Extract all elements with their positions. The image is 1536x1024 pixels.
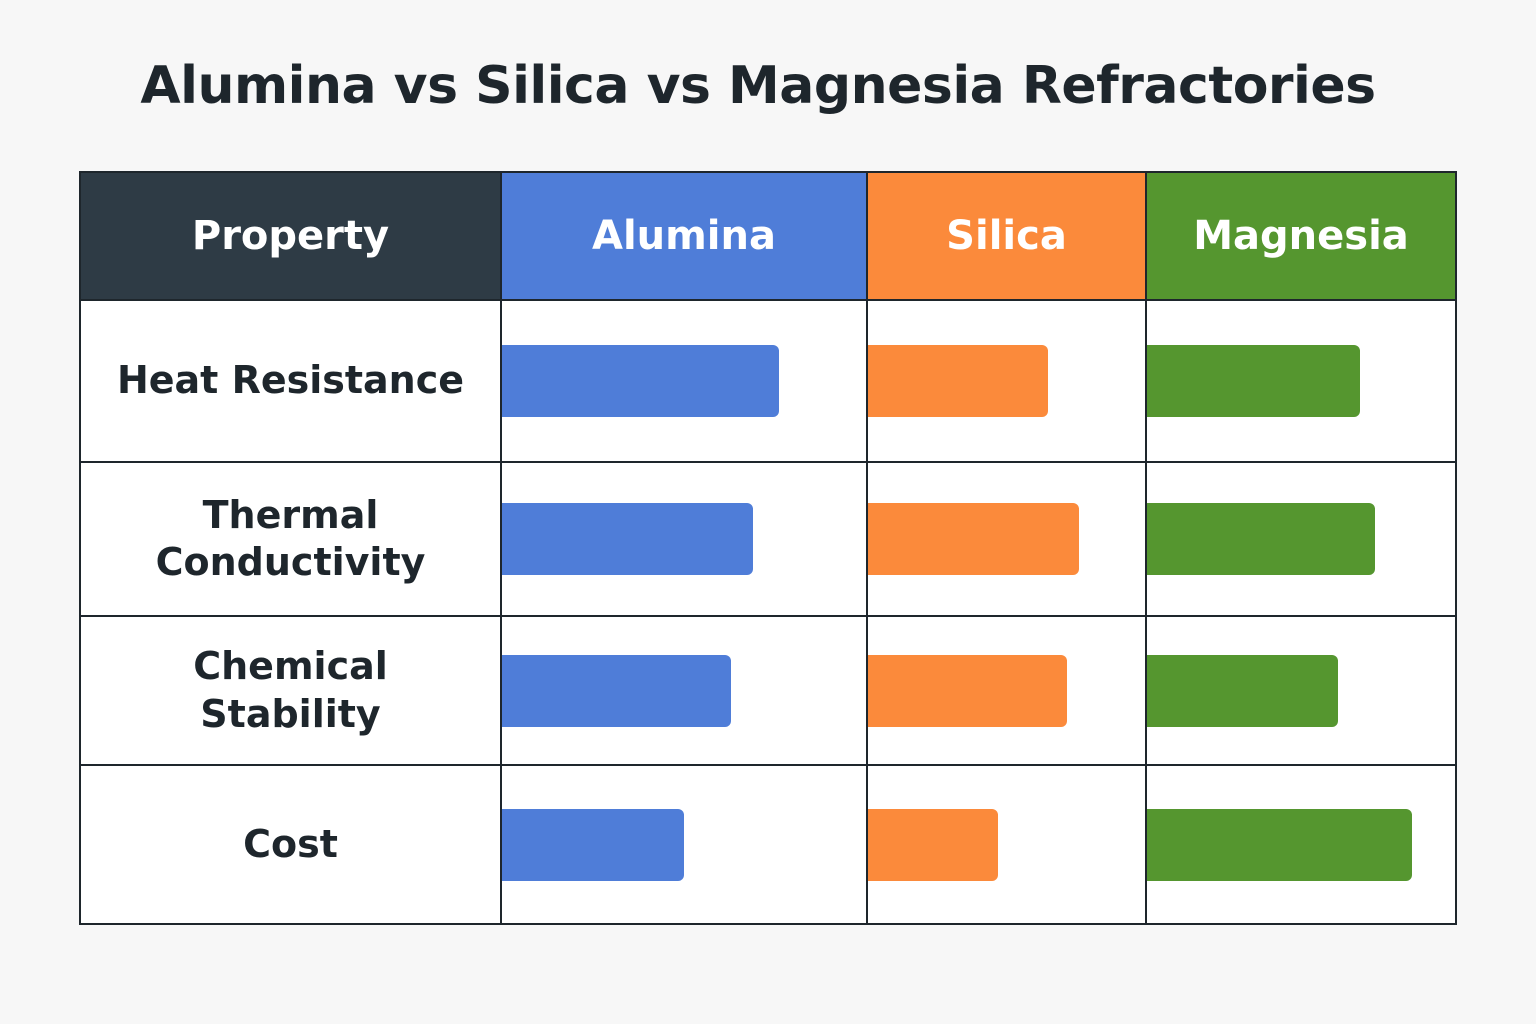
row-label: Thermal Conductivity <box>81 463 502 617</box>
bar-silica <box>868 809 998 881</box>
bar-magnesia <box>1147 503 1375 575</box>
value-cell-alumina <box>502 463 868 617</box>
value-cell-magnesia <box>1147 766 1455 923</box>
header-property: Property <box>81 173 502 301</box>
bar-alumina <box>502 503 753 575</box>
bar-alumina <box>502 345 779 417</box>
header-silica: Silica <box>868 173 1147 301</box>
value-cell-magnesia <box>1147 463 1455 617</box>
header-magnesia: Magnesia <box>1147 173 1455 301</box>
row-label: Chemical Stability <box>81 617 502 766</box>
row-label: Heat Resistance <box>81 301 502 463</box>
value-cell-silica <box>868 463 1147 617</box>
value-cell-alumina <box>502 301 868 463</box>
value-cell-alumina <box>502 617 868 766</box>
header-alumina: Alumina <box>502 173 868 301</box>
value-cell-alumina <box>502 766 868 923</box>
value-cell-magnesia <box>1147 301 1455 463</box>
value-cell-magnesia <box>1147 617 1455 766</box>
bar-magnesia <box>1147 809 1412 881</box>
bar-silica <box>868 655 1067 727</box>
value-cell-silica <box>868 766 1147 923</box>
row-label: Cost <box>81 766 502 923</box>
bar-silica <box>868 345 1048 417</box>
value-cell-silica <box>868 301 1147 463</box>
value-cell-silica <box>868 617 1147 766</box>
bar-alumina <box>502 655 731 727</box>
bar-magnesia <box>1147 655 1338 727</box>
bar-magnesia <box>1147 345 1360 417</box>
chart-title: Alumina vs Silica vs Magnesia Refractori… <box>140 56 1376 116</box>
bar-silica <box>868 503 1079 575</box>
bar-alumina <box>502 809 684 881</box>
comparison-table: Property Alumina Silica Magnesia Heat Re… <box>79 171 1457 925</box>
